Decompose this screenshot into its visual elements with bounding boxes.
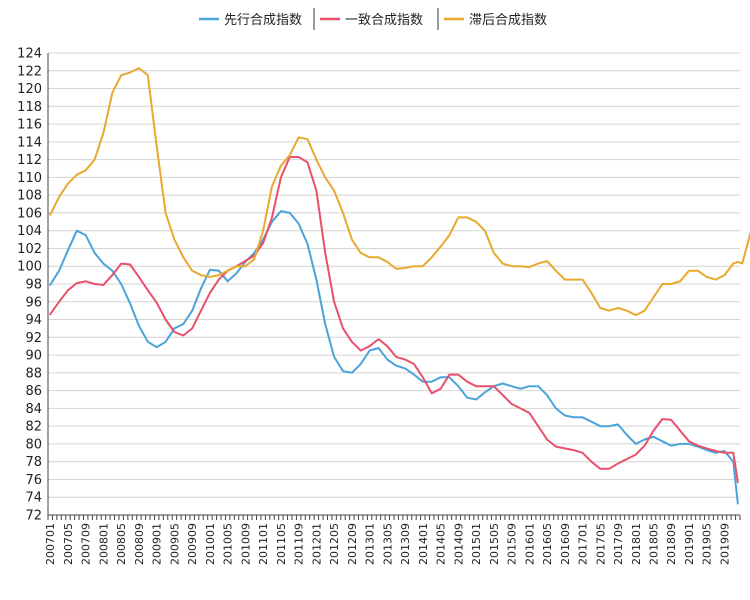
legend-label: 滞后合成指数 (469, 13, 547, 28)
y-tick-label: 108 (17, 189, 42, 204)
x-tick-label: 201009 (239, 523, 252, 565)
y-tick-label: 106 (17, 206, 42, 221)
x-tick-label: 201705 (594, 523, 607, 565)
x-tick-label: 201201 (310, 523, 323, 565)
y-tick-label: 114 (17, 135, 42, 150)
x-tick-label: 201501 (470, 523, 483, 565)
x-axis-tick-labels: 200701 200705 200709 200801 200805 200809 2009… (44, 523, 731, 565)
x-tick-label: 201605 (541, 523, 554, 565)
x-tick-label: 201601 (523, 523, 536, 565)
x-tick-label: 201509 (506, 523, 519, 565)
x-tick-label: 200709 (80, 523, 93, 565)
series-line-1 (49, 156, 739, 484)
x-tick-label: 200705 (62, 523, 75, 565)
x-tick-label: 201409 (452, 523, 465, 565)
y-tick-label: 116 (17, 118, 42, 133)
x-tick-label: 201405 (435, 523, 448, 565)
y-axis-tick-labels: 72 74 76 78 80 82 84 86 88 90 92 94 96 98 100 102 104 106… (17, 47, 42, 524)
chart-legend: 先行合成指数 一致合成指数 滞后合成指数 (199, 8, 547, 30)
series-line-0 (49, 210, 739, 505)
x-tick-label: 201809 (665, 523, 678, 565)
x-tick-label: 201309 (399, 523, 412, 565)
x-tick-label: 201205 (328, 523, 341, 565)
x-tick-label: 201701 (577, 523, 590, 565)
y-gridlines (48, 52, 740, 516)
x-tick-label: 201709 (612, 523, 625, 565)
x-tick-label: 201005 (222, 523, 235, 565)
y-tick-label: 122 (17, 64, 42, 79)
legend-label: 先行合成指数 (224, 13, 302, 28)
y-tick-label: 76 (25, 473, 42, 488)
y-tick-label: 94 (25, 313, 42, 328)
x-tick-label: 201209 (346, 523, 359, 565)
x-tick-label: 201909 (718, 523, 731, 565)
legend-label: 一致合成指数 (345, 13, 423, 28)
y-tick-label: 110 (17, 171, 42, 186)
y-tick-label: 102 (17, 242, 42, 257)
x-tick-label: 201305 (381, 523, 394, 565)
y-tick-label: 104 (17, 224, 42, 239)
series-line-2 (49, 67, 750, 317)
x-tick-label: 201109 (293, 523, 306, 565)
series-lines (49, 67, 750, 505)
x-tick-label: 200905 (168, 523, 181, 565)
x-tick-label: 201805 (648, 523, 661, 565)
y-tick-label: 86 (25, 384, 42, 399)
y-tick-label: 100 (17, 260, 42, 275)
x-tick-label: 201105 (275, 523, 288, 565)
x-tick-label: 201001 (204, 523, 217, 565)
x-tick-label: 201801 (630, 523, 643, 565)
x-tick-label: 201101 (257, 523, 270, 565)
x-tick-label: 200901 (151, 523, 164, 565)
y-tick-label: 82 (25, 420, 42, 435)
y-tick-label: 88 (25, 366, 42, 381)
y-tick-label: 92 (25, 331, 42, 346)
y-tick-label: 80 (25, 437, 42, 452)
y-tick-label: 84 (25, 402, 42, 417)
x-tick-label: 200909 (186, 523, 199, 565)
x-tick-label: 201901 (683, 523, 696, 565)
y-tick-label: 74 (25, 491, 42, 506)
x-tick-label: 201905 (701, 523, 714, 565)
x-tick-label: 201301 (364, 523, 377, 565)
y-tick-label: 120 (17, 82, 42, 97)
x-tick-label: 201505 (488, 523, 501, 565)
y-tick-label: 98 (25, 278, 42, 293)
x-axis-tick-marks (47, 515, 741, 520)
x-tick-label: 200809 (133, 523, 146, 565)
y-tick-label: 96 (25, 295, 42, 310)
y-tick-label: 72 (25, 509, 42, 524)
y-tick-label: 90 (25, 349, 42, 364)
x-tick-label: 201609 (559, 523, 572, 565)
x-tick-label: 200701 (44, 523, 57, 565)
x-tick-label: 200805 (115, 523, 128, 565)
y-tick-label: 118 (17, 100, 42, 115)
y-tick-label: 124 (17, 47, 42, 62)
x-tick-label: 200801 (97, 523, 110, 565)
y-tick-label: 78 (25, 455, 42, 470)
y-tick-label: 112 (17, 153, 42, 168)
x-tick-label: 201401 (417, 523, 430, 565)
